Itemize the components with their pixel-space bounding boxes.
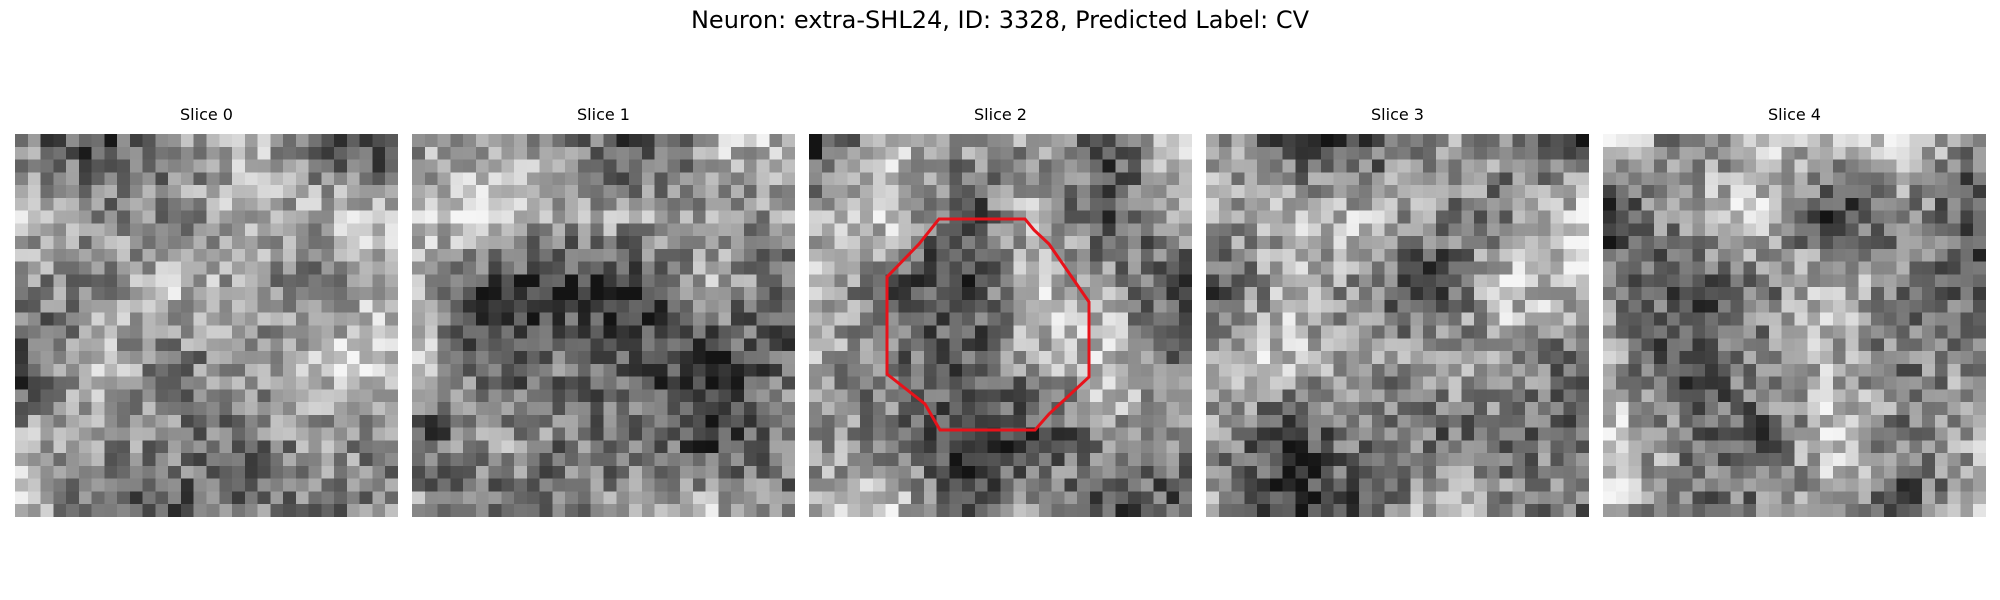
slice-image <box>809 134 1192 517</box>
slice-image <box>412 134 795 517</box>
slice-title: Slice 0 <box>15 105 398 124</box>
slice-title: Slice 2 <box>809 105 1192 124</box>
slice-image <box>1206 134 1589 517</box>
figure-title: Neuron: extra-SHL24, ID: 3328, Predicted… <box>0 6 2000 34</box>
slice-title: Slice 3 <box>1206 105 1589 124</box>
slice-image <box>15 134 398 517</box>
slice-image <box>1603 134 1986 517</box>
slice-title: Slice 1 <box>412 105 795 124</box>
slice-title: Slice 4 <box>1603 105 1986 124</box>
